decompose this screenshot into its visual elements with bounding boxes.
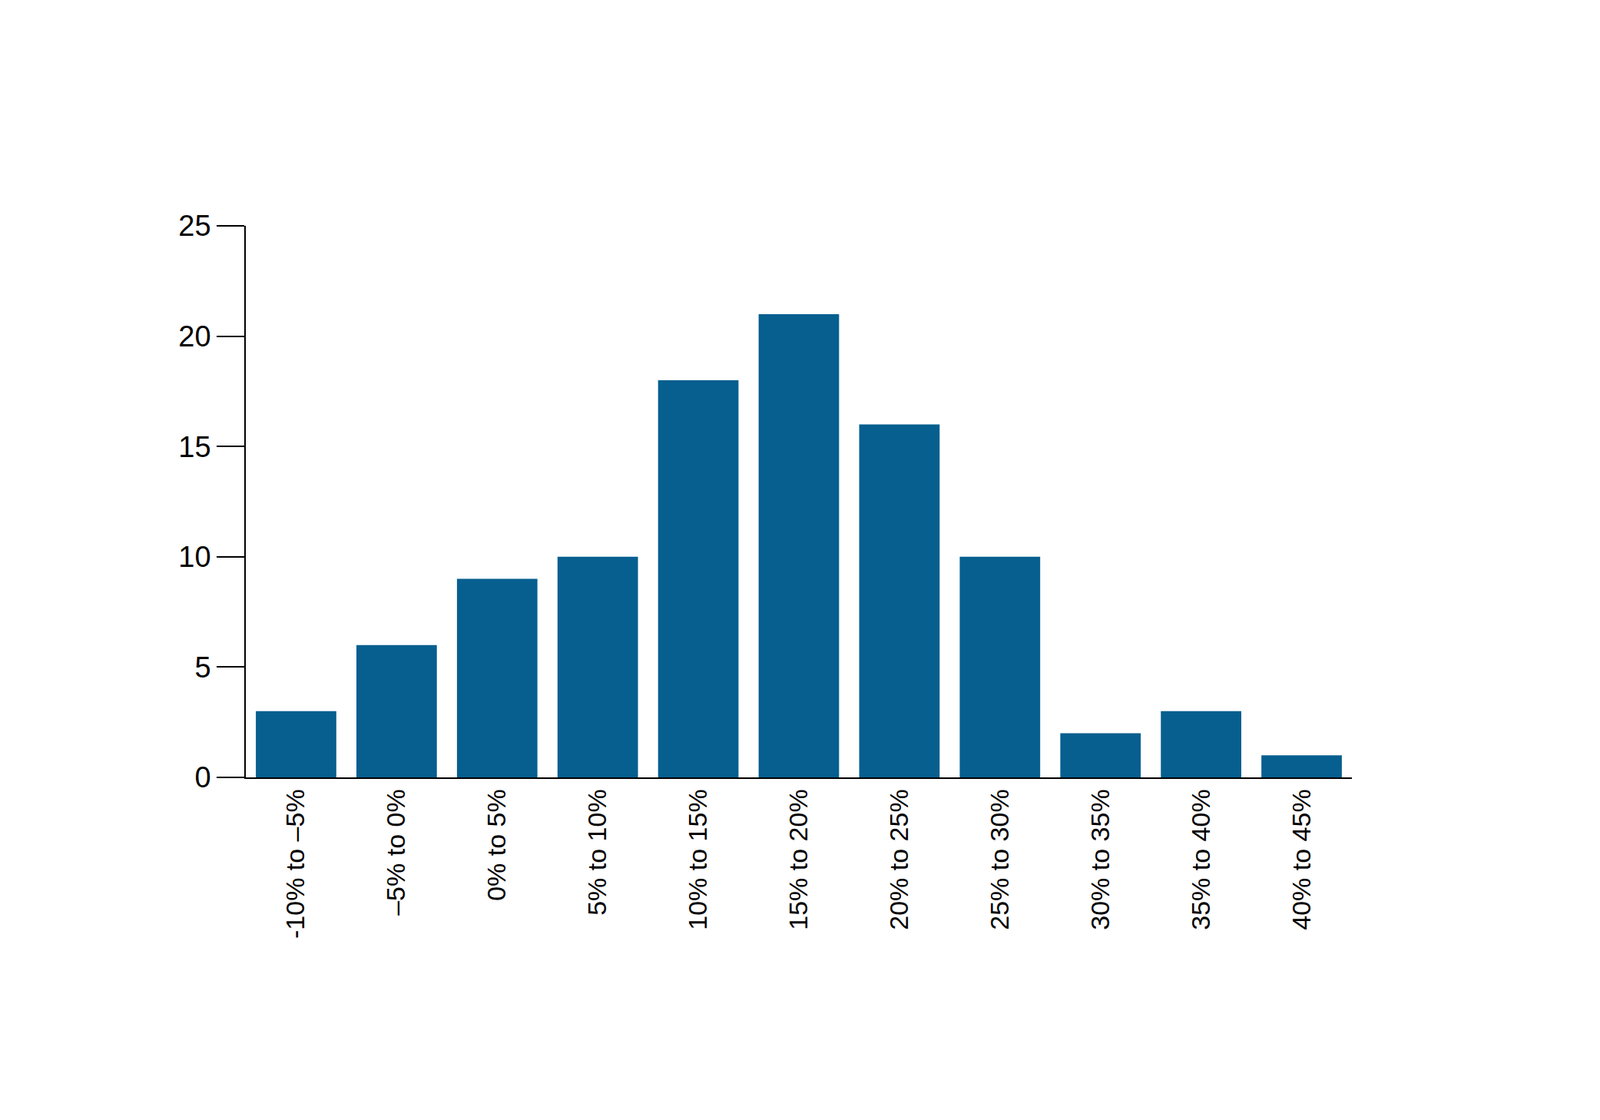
svg-text:40% to 45%: 40% to 45%	[1286, 788, 1316, 930]
svg-text:30% to 35%: 30% to 35%	[1085, 788, 1115, 930]
svg-text:5% to 10%: 5% to 10%	[582, 788, 612, 915]
svg-text:25: 25	[178, 209, 211, 242]
svg-text:0: 0	[195, 761, 212, 794]
svg-text:15: 15	[178, 430, 211, 464]
svg-text:-10% to –5%: -10% to –5%	[281, 788, 311, 939]
svg-text:–5% to 0%: –5% to 0%	[380, 788, 411, 915]
svg-text:0% to 5%: 0% to 5%	[481, 788, 511, 902]
svg-text:5: 5	[195, 651, 212, 684]
svg-text:20% to 25%: 20% to 25%	[884, 788, 914, 930]
svg-text:10% to 15%: 10% to 15%	[682, 788, 713, 930]
svg-text:15% to 20%: 15% to 20%	[783, 788, 813, 930]
svg-text:20: 20	[178, 320, 211, 353]
svg-text:25% to 30%: 25% to 30%	[984, 788, 1014, 930]
svg-text:10: 10	[178, 540, 211, 574]
svg-text:35% to 40%: 35% to 40%	[1185, 788, 1216, 930]
